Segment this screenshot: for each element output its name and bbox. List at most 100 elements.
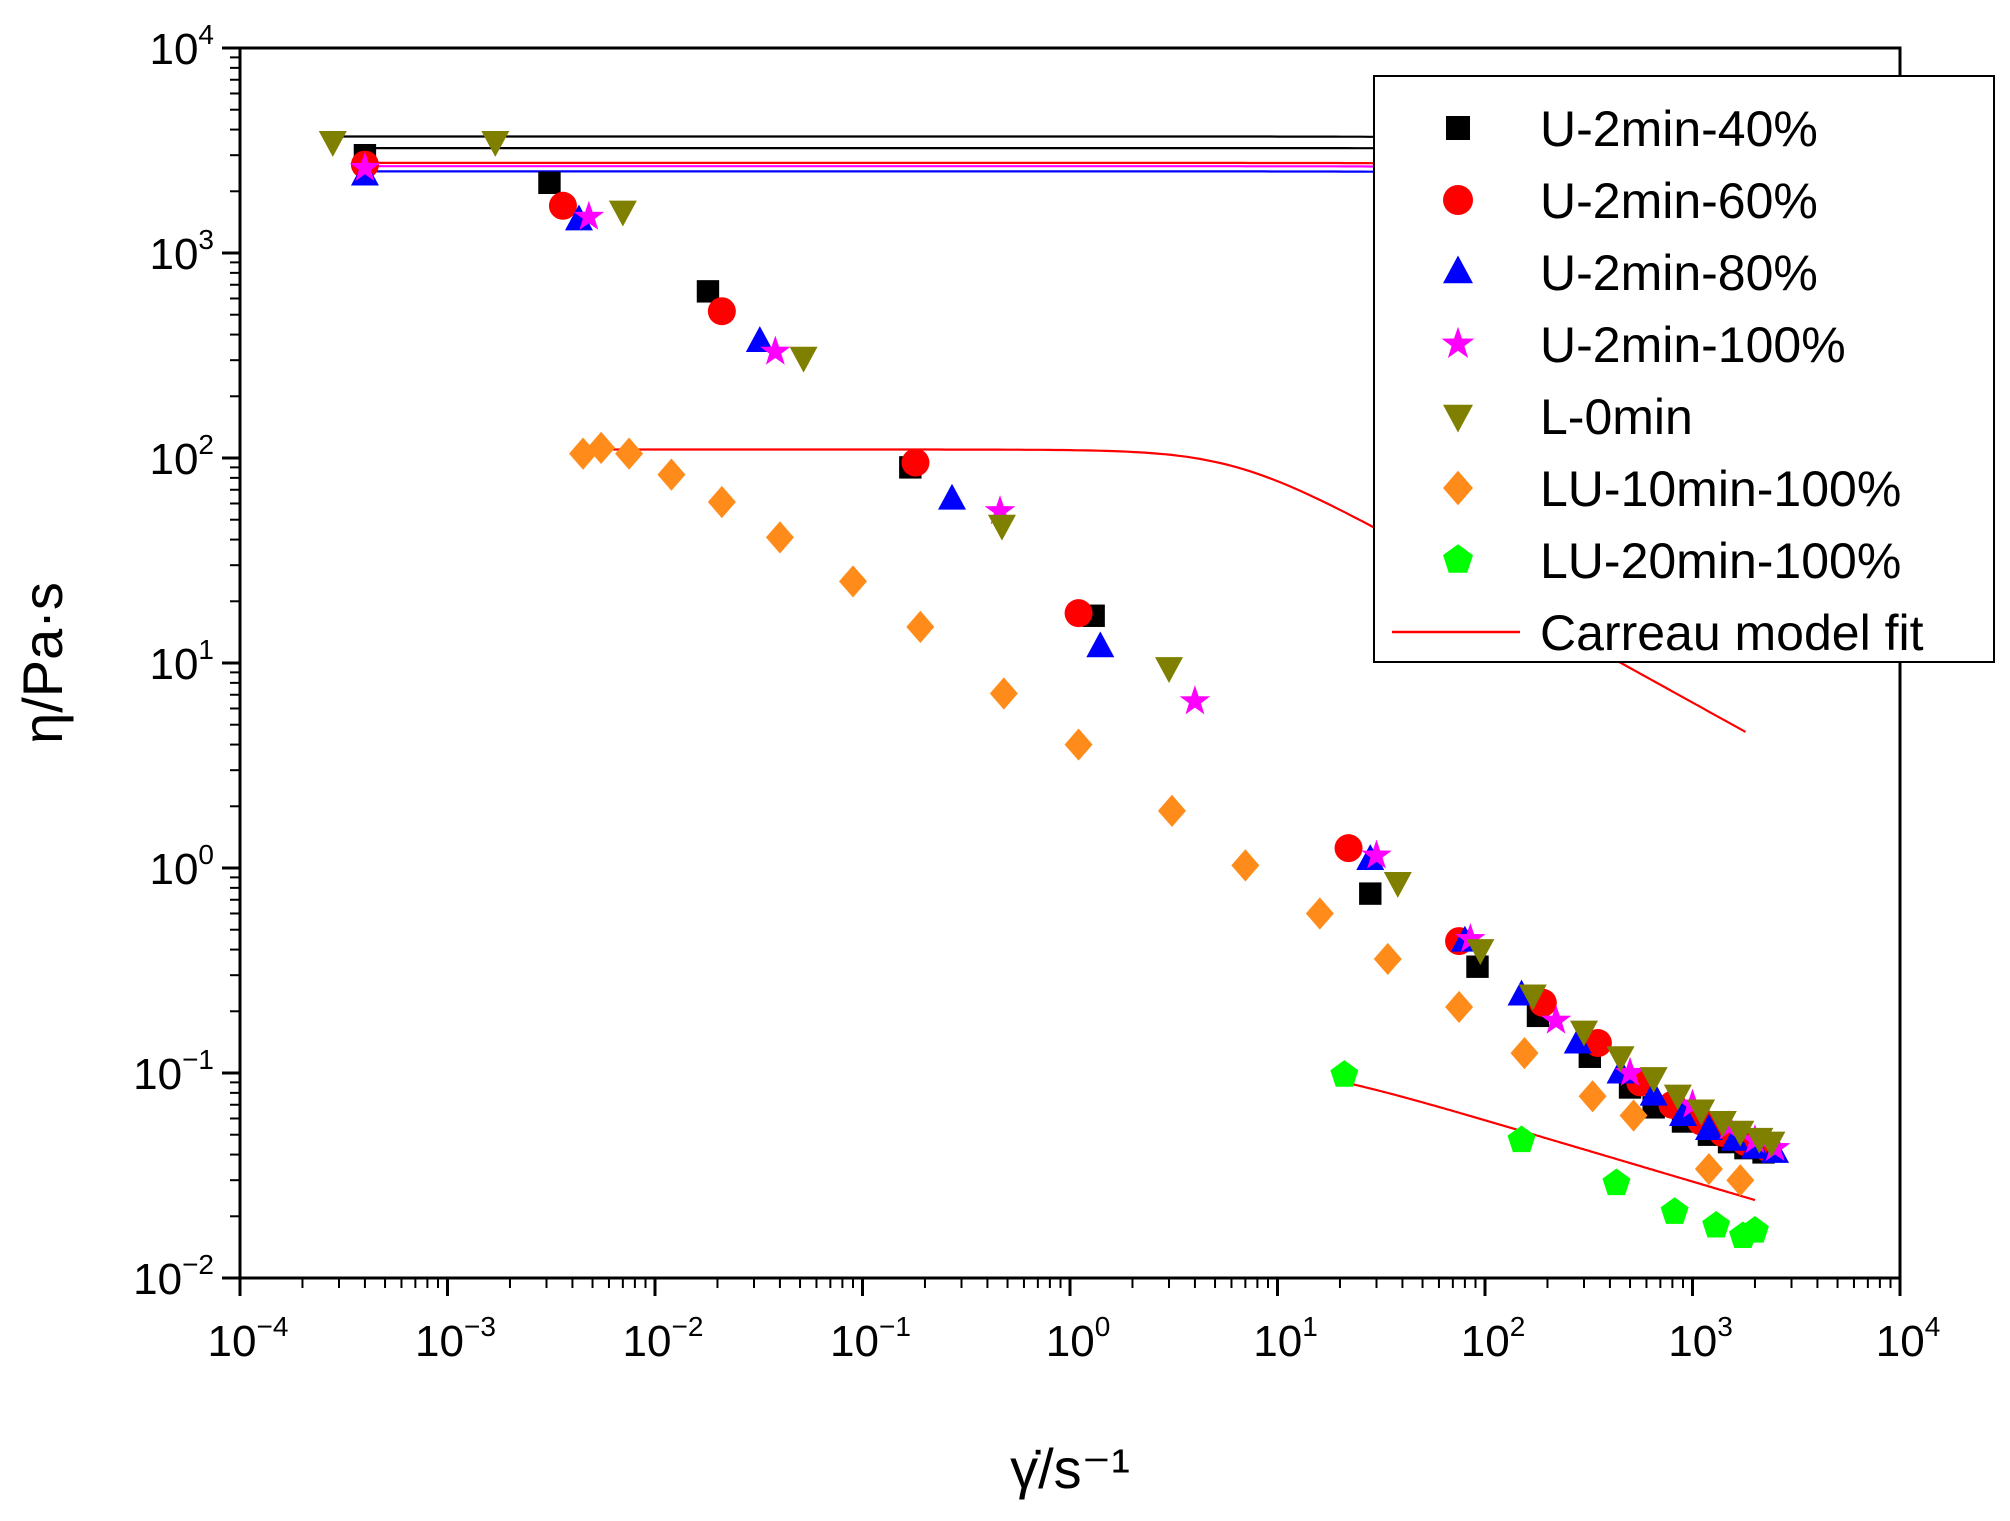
x-tick-label: 104 [1876, 1311, 1941, 1366]
x-tick-label: 10−4 [208, 1311, 289, 1366]
data-point [1383, 871, 1412, 898]
legend-label: U-2min-80% [1540, 245, 1818, 301]
legend-marker [1443, 544, 1473, 573]
x-tick-label: 100 [1046, 1311, 1111, 1366]
data-point [1614, 1056, 1646, 1087]
data-point [1540, 1004, 1572, 1034]
legend-marker [1443, 404, 1473, 433]
data-point [1669, 1100, 1698, 1127]
axis-ticks [222, 46, 1902, 1296]
legend-label: LU-20min-100% [1540, 533, 1901, 589]
data-point [707, 485, 736, 519]
data-point [1563, 1027, 1592, 1054]
y-tick-label: 10−1 [133, 1044, 214, 1099]
data-point [765, 521, 794, 554]
data-point [1445, 990, 1474, 1024]
x-axis-title: γ̇/s⁻¹ [1010, 1437, 1130, 1500]
data-point [1518, 984, 1547, 1011]
tick-labels: 10−4 10−3 10−2 10−1 100 101 102 103 104 10−2 10−1 1… [133, 19, 1940, 1366]
y-axis-title: η/Pa·s [11, 582, 74, 744]
data-point [759, 335, 791, 365]
data-point [1720, 1124, 1749, 1151]
data-point [1373, 942, 1402, 976]
data-point [1330, 1060, 1359, 1087]
data-point [318, 130, 347, 157]
legend-label: LU-10min-100% [1540, 461, 1901, 517]
data-point [1064, 599, 1093, 628]
y-tick-label: 103 [149, 224, 214, 279]
data-point [1361, 839, 1392, 869]
x-tick-label: 10−1 [830, 1311, 911, 1366]
data-point [1359, 882, 1382, 905]
data-point [587, 431, 616, 465]
data-point [901, 448, 930, 477]
data-point [548, 191, 577, 220]
data-point [938, 483, 967, 510]
legend-label: U-2min-60% [1540, 173, 1818, 229]
data-point [1578, 1080, 1607, 1113]
data-point [1757, 1131, 1786, 1158]
data-point [1639, 1067, 1668, 1093]
data-point [696, 280, 720, 303]
data-point [615, 437, 644, 470]
data-point [989, 677, 1018, 710]
legend-label: L-0min [1540, 389, 1693, 445]
data-point [1510, 1037, 1539, 1070]
data-point [481, 130, 510, 157]
y-tick-label: 104 [149, 19, 214, 74]
data-point [1155, 657, 1184, 683]
x-tick-label: 101 [1253, 1311, 1318, 1366]
data-point [745, 326, 774, 353]
data-point [1726, 1120, 1755, 1147]
data-point [1660, 1197, 1689, 1224]
data-point [1570, 1020, 1599, 1047]
legend-marker [1443, 470, 1473, 506]
x-tick-label: 10−3 [415, 1311, 496, 1366]
y-tick-label: 101 [149, 634, 214, 689]
data-point [1740, 1216, 1769, 1243]
legend-marker [1443, 185, 1473, 215]
data-point [1179, 685, 1211, 715]
data-point [1466, 939, 1495, 965]
legend: U-2min-40% U-2min-60% U-2min-80% U-2min-100… [1373, 75, 1995, 663]
x-tick-label: 103 [1668, 1311, 1733, 1366]
x-tick-label: 102 [1461, 1311, 1526, 1366]
data-point [1663, 1084, 1692, 1111]
data-point [1334, 834, 1363, 863]
data-point [657, 458, 686, 491]
carreau-fit-line [1344, 1081, 1756, 1202]
data-markers [318, 130, 1791, 1249]
data-point [707, 297, 736, 326]
data-point [1583, 1029, 1612, 1058]
y-tick-label: 100 [149, 839, 214, 894]
legend-label: U-2min-100% [1540, 317, 1846, 373]
data-point [573, 200, 605, 230]
legend-label: U-2min-40% [1540, 101, 1818, 157]
data-point [1708, 1110, 1737, 1137]
data-point [987, 514, 1016, 541]
data-point [1086, 631, 1115, 658]
data-point [1694, 1114, 1723, 1141]
data-point [984, 495, 1016, 525]
data-point [1694, 1152, 1723, 1186]
legend-box [1373, 75, 1995, 663]
data-point [1507, 1125, 1536, 1153]
data-point [349, 151, 381, 181]
y-tick-label: 102 [149, 429, 214, 484]
legend-label: Carreau model fit [1540, 605, 1924, 661]
data-point [839, 565, 868, 598]
data-point [1606, 1046, 1635, 1073]
data-point [538, 171, 561, 195]
data-point [1602, 1168, 1631, 1196]
data-point [1466, 955, 1489, 978]
legend-marker [1443, 255, 1473, 284]
legend-marker [1441, 326, 1475, 358]
data-point [789, 346, 818, 373]
data-point [1231, 849, 1260, 882]
y-tick-label: 10−2 [133, 1249, 214, 1304]
data-point [1687, 1099, 1716, 1126]
legend-marker [1446, 116, 1470, 140]
data-point [906, 610, 935, 644]
data-point [1455, 922, 1486, 953]
